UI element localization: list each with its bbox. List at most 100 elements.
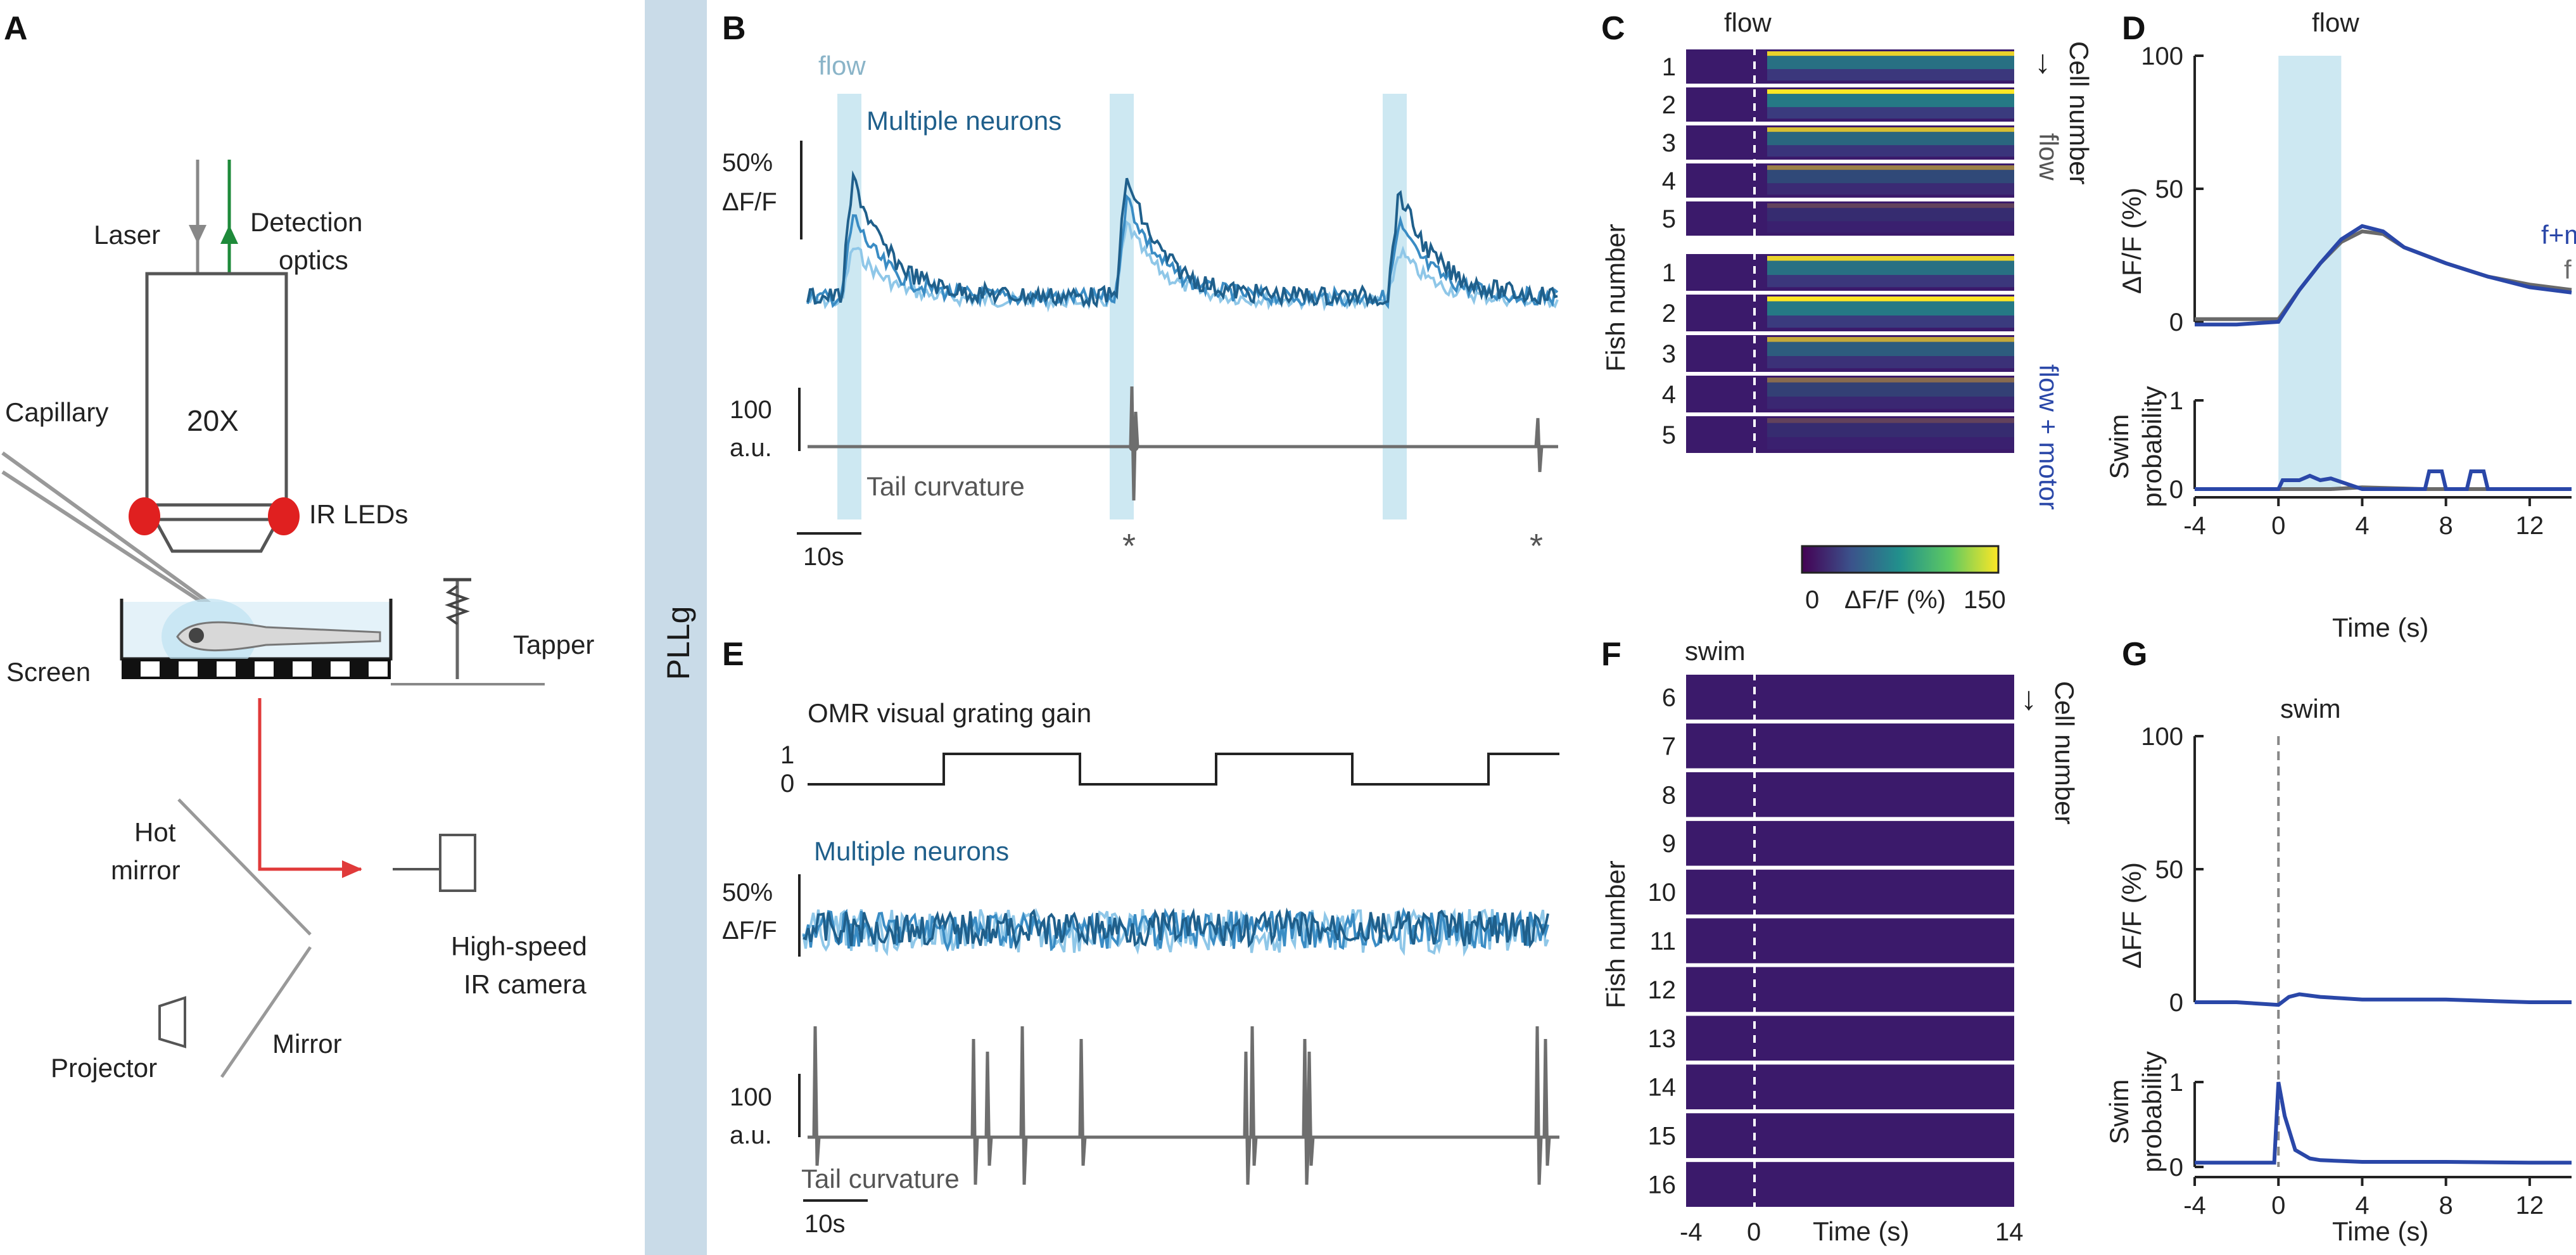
mirror-label: Mirror <box>272 1029 342 1059</box>
ir-led-left <box>129 497 160 535</box>
fish-label: 3 <box>1662 340 1676 368</box>
xtick-f-0: 0 <box>1747 1218 1761 1246</box>
x-tick-label: 12 <box>2516 512 2544 540</box>
fish-label: 7 <box>1662 732 1676 760</box>
dff-axis-label-d: ΔF/F (%) <box>2117 188 2147 294</box>
tail-burst-2 <box>1534 417 1544 473</box>
laser-label: Laser <box>94 220 160 250</box>
fish-label: 9 <box>1662 830 1676 858</box>
side-band <box>645 0 707 1255</box>
flow-label: flow <box>818 51 866 80</box>
swim-series-g <box>2195 1081 2572 1165</box>
mirror <box>220 946 312 1078</box>
x-tick-label: 4 <box>2355 512 2369 540</box>
hot-mirror <box>177 798 312 936</box>
hot-mirror-label-1: Hot <box>134 817 176 847</box>
panel-letter-b: B <box>722 10 746 47</box>
neuron-trace-mid <box>806 193 1559 310</box>
ir-path-arrow-icon <box>342 860 362 878</box>
swim-axis-label-d-2: probability <box>2137 386 2167 507</box>
fish-label: 4 <box>1662 167 1676 195</box>
flow-band-3 <box>1383 94 1407 519</box>
swim-axis-label-g-1: Swim <box>2104 1080 2134 1145</box>
projector-label: Projector <box>51 1053 157 1083</box>
tail-burst-e <box>1534 1026 1543 1185</box>
heatmap-hot-band <box>1767 165 2014 170</box>
swim-star-1: * <box>1122 527 1136 565</box>
tail-scale-label-1: 100 <box>730 396 772 424</box>
detection-label-1: Detection <box>250 207 362 237</box>
fish-label: 2 <box>1662 300 1676 328</box>
fish-label: 5 <box>1662 205 1676 233</box>
heatmap-block <box>1686 1162 2014 1207</box>
panel-b: B flow Multiple neurons 50% ΔF/F 100 a.u… <box>722 10 1559 571</box>
flow-side-label: flow <box>2034 133 2064 181</box>
time-scale-label-e: 10s <box>804 1210 846 1238</box>
tail-burst-e <box>1243 1051 1252 1185</box>
legend-f: f <box>2564 255 2572 284</box>
fish-label: 6 <box>1662 684 1676 711</box>
fish-labels-c-top: 1 2 3 4 5 <box>1662 53 1676 233</box>
heatmap-block <box>1686 376 2014 412</box>
swim-series-fm <box>2195 469 2572 491</box>
heatmap-block <box>1686 416 2014 453</box>
time-axis-label-d: Time (s) <box>2332 613 2428 642</box>
flow-label-c: flow <box>1724 8 1772 37</box>
colorbar <box>1801 545 2000 574</box>
tail-burst-e <box>970 1038 979 1185</box>
dff-scale-label-2: ΔF/F <box>722 188 777 216</box>
x-tick-label: 12 <box>2516 1192 2544 1220</box>
camera-label-2: IR camera <box>464 969 587 999</box>
larva-eye <box>189 628 204 643</box>
panel-letter-g: G <box>2122 636 2147 673</box>
heatmap-hot-band <box>1767 296 2014 302</box>
tail-burst-1 <box>1129 386 1139 501</box>
larva-icon <box>176 621 381 652</box>
tail-burst-e <box>1302 1038 1310 1185</box>
panel-letter-e: E <box>722 636 744 673</box>
neuron-traces-b <box>806 170 1559 313</box>
y-tick-label: 50 <box>2155 856 2184 884</box>
hot-mirror-label-2: mirror <box>111 855 181 885</box>
y-tick-label: 0 <box>2169 989 2183 1017</box>
y-tick-label: 1 <box>2169 387 2183 415</box>
fish-labels-f: 6 7 8 9 10 11 12 13 14 15 16 <box>1648 684 1677 1199</box>
tail-burst-e <box>1542 1038 1551 1166</box>
panel-letter-c: C <box>1601 10 1625 47</box>
heatmap-f <box>1686 673 2014 1209</box>
tail-burst-e <box>1078 1038 1087 1166</box>
heatmap-block <box>1686 675 2014 720</box>
ir-led-right <box>268 497 300 535</box>
neurons-label: Multiple neurons <box>866 106 1062 136</box>
fish-label: 14 <box>1648 1074 1677 1102</box>
heatmap-hot-band <box>1767 256 2014 261</box>
tail-scale-label-2: a.u. <box>730 434 772 462</box>
time-axis-label-g: Time (s) <box>2332 1216 2428 1246</box>
y-tick-label: 1 <box>2169 1069 2183 1097</box>
heatmap-hot-band <box>1767 378 2014 383</box>
swim-star-2: * <box>1530 527 1543 565</box>
capillary-outer <box>1 451 213 607</box>
fish-label: 4 <box>1662 381 1676 409</box>
tail-label: Tail curvature <box>866 471 1025 501</box>
objective-tip <box>144 503 289 553</box>
panel-c: C flow Fish number 1 2 3 4 5 1 2 3 4 5 ↓ Cell nu… <box>1601 8 2094 614</box>
tapper-icon <box>443 578 471 679</box>
fish-label: 13 <box>1648 1025 1677 1053</box>
swim-label-g: swim <box>2280 694 2341 723</box>
x-tick-label: 0 <box>2271 1192 2285 1220</box>
heatmap-hot-band <box>1767 203 2014 208</box>
x-tick-label: 8 <box>2439 512 2453 540</box>
heatmap-c <box>1686 48 2014 455</box>
cell-number-label-c: Cell number <box>2064 41 2094 184</box>
fish-labels-c-bottom: 1 2 3 4 5 <box>1662 259 1676 449</box>
tail-burst-e <box>1306 1051 1315 1166</box>
y-tick-label: 50 <box>2155 175 2184 203</box>
ir-leds-label: IR LEDs <box>309 499 408 529</box>
ir-path <box>258 698 361 871</box>
time-scale-label: 10s <box>803 543 844 571</box>
